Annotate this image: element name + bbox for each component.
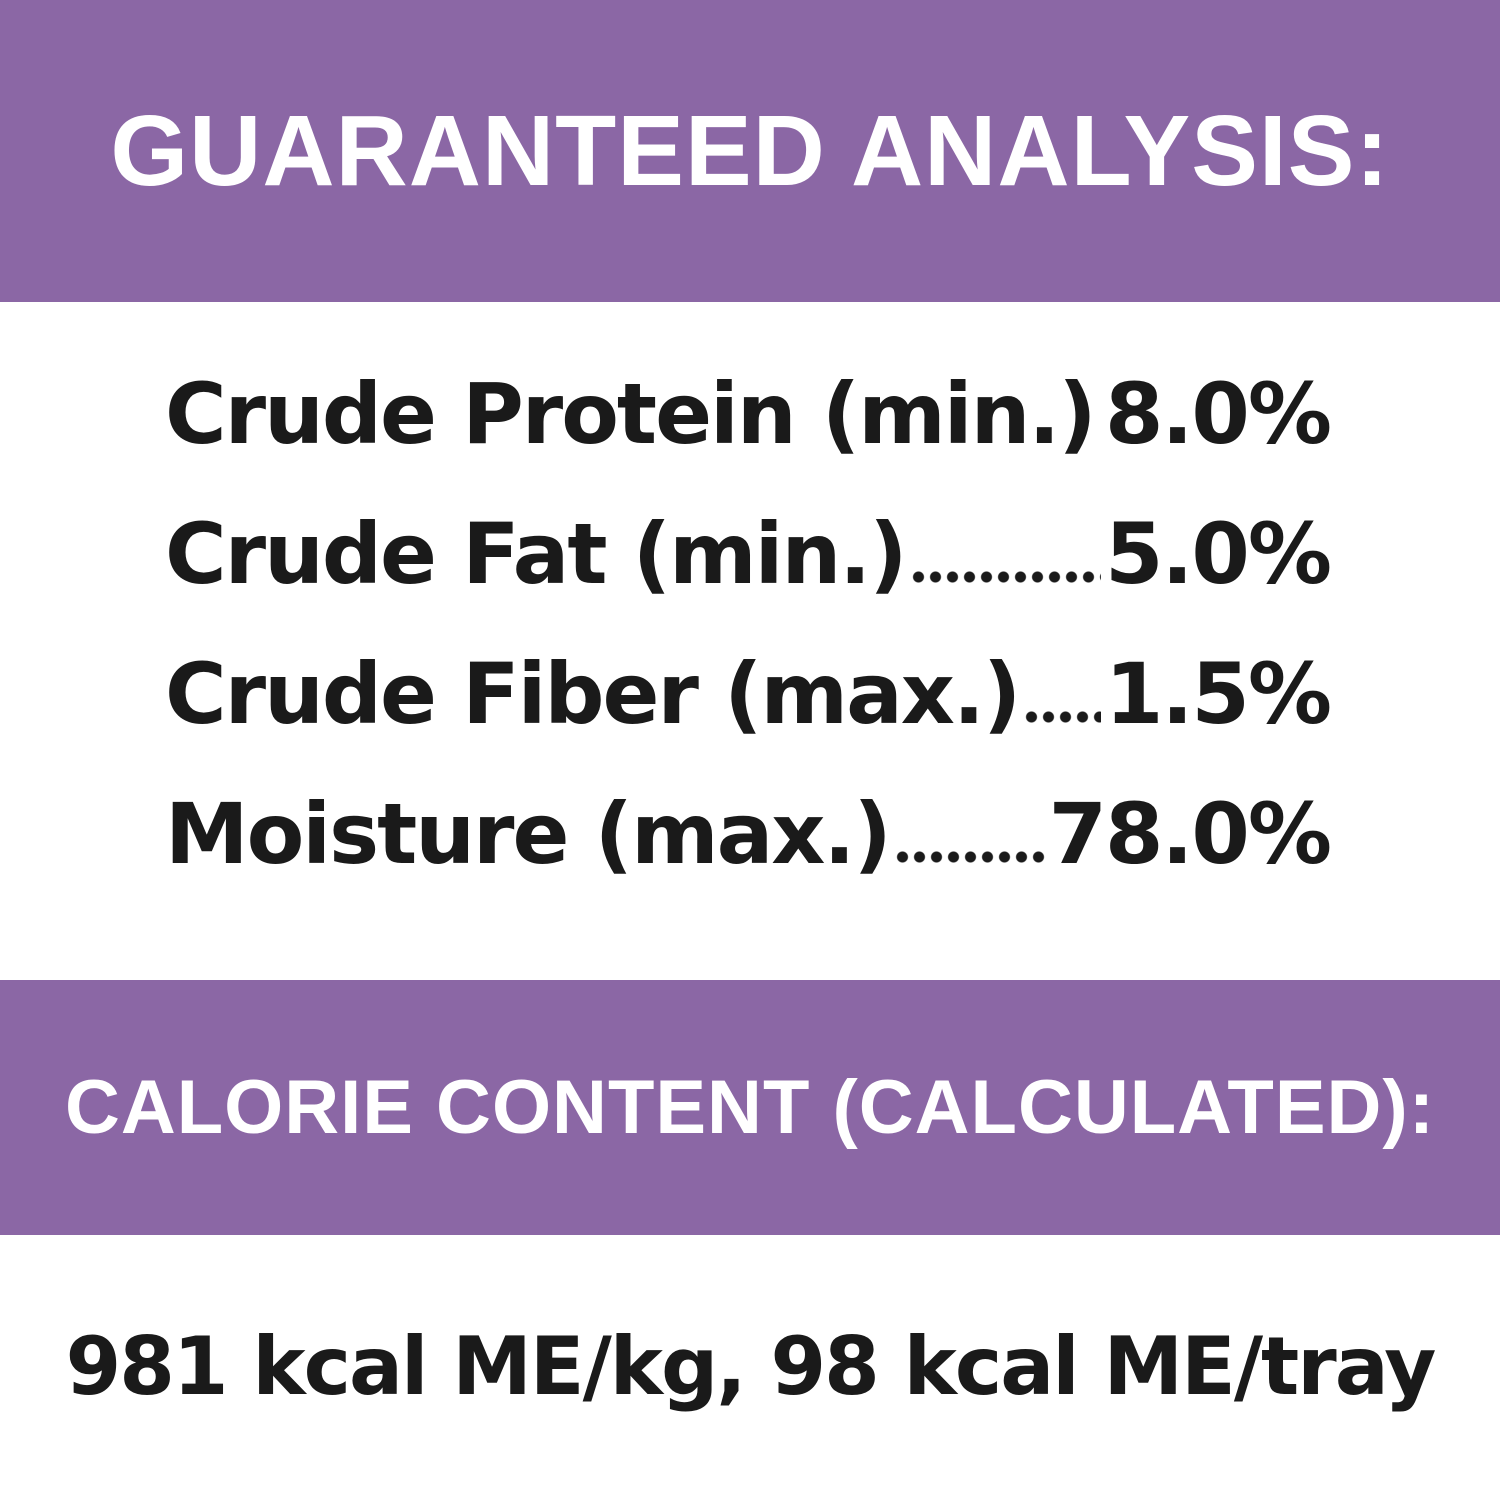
analysis-table: Crude Protein (min.) 8.0% Crude Fat (min.)… [165, 365, 1332, 925]
header-band: GUARANTEED ANALYSIS: [0, 0, 1500, 302]
analysis-row: Crude Protein (min.) 8.0% [165, 365, 1332, 505]
analysis-row: Crude Fat (min.) 5.0% [165, 505, 1332, 645]
nutrient-value: 78.0% [1048, 785, 1332, 883]
leader-dots [1098, 431, 1102, 443]
nutrient-label: Crude Protein (min.) [165, 365, 1097, 463]
calorie-text: 981 kcal ME/kg, 98 kcal ME/tray [65, 1320, 1437, 1413]
nutrient-value: 1.5% [1105, 645, 1332, 743]
nutrient-label: Crude Fiber (max.) [165, 645, 1021, 743]
analysis-row: Moisture (max.) 78.0% [165, 785, 1332, 925]
leader-dots [1023, 711, 1102, 723]
header-title: GUARANTEED ANALYSIS: [110, 94, 1390, 207]
leader-dots [909, 571, 1102, 583]
nutrient-label: Crude Fat (min.) [165, 505, 908, 603]
calorie-band: CALORIE CONTENT (CALCULATED): [0, 980, 1500, 1235]
nutrient-value: 5.0% [1105, 505, 1332, 603]
nutrient-label: Moisture (max.) [165, 785, 892, 883]
analysis-row: Crude Fiber (max.) 1.5% [165, 645, 1332, 785]
leader-dots [893, 851, 1045, 863]
nutrient-value: 8.0% [1105, 365, 1332, 463]
calorie-title: CALORIE CONTENT (CALCULATED): [64, 1065, 1436, 1150]
